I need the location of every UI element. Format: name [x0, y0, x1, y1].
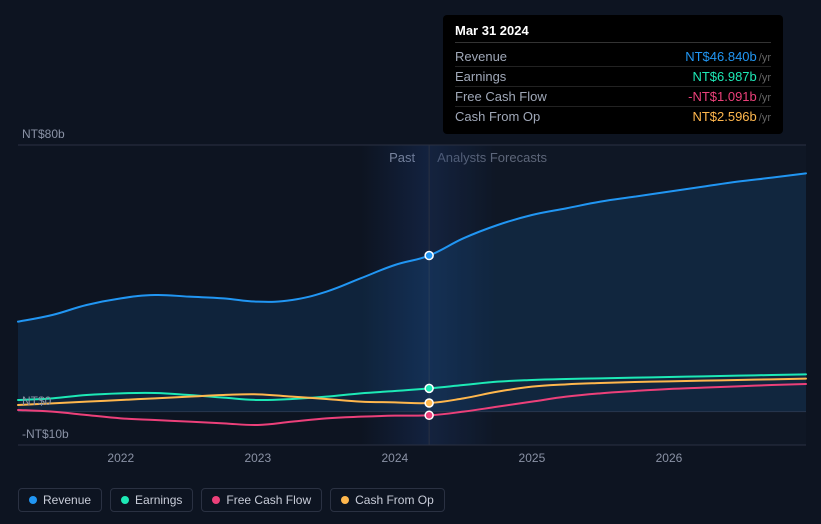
x-axis-tick-label: 2022	[107, 451, 134, 465]
x-axis-tick-label: 2024	[382, 451, 409, 465]
tooltip-metric-value: NT$2.596b	[692, 109, 756, 124]
x-axis-tick-label: 2025	[519, 451, 546, 465]
tooltip-date: Mar 31 2024	[455, 23, 771, 43]
financials-chart: Mar 31 2024 RevenueNT$46.840b/yrEarnings…	[0, 0, 821, 524]
legend-dot-icon	[121, 496, 129, 504]
tooltip-metric-label: Earnings	[455, 69, 506, 84]
legend-dot-icon	[341, 496, 349, 504]
marker-cfo[interactable]	[425, 399, 433, 407]
legend-label: Revenue	[43, 493, 91, 507]
legend-item-revenue[interactable]: Revenue	[18, 488, 102, 512]
legend-item-fcf[interactable]: Free Cash Flow	[201, 488, 322, 512]
marker-fcf[interactable]	[425, 411, 433, 419]
y-axis-tick-label: NT$0	[22, 394, 51, 408]
tooltip-metric-label: Free Cash Flow	[455, 89, 547, 104]
tooltip-metric-value: NT$46.840b	[685, 49, 757, 64]
chart-plot-area[interactable]	[18, 145, 806, 445]
tooltip-metric-label: Revenue	[455, 49, 507, 64]
legend-dot-icon	[212, 496, 220, 504]
tooltip-unit: /yr	[759, 112, 771, 124]
tooltip-row: Cash From Op NT$2.596b/yr	[455, 107, 771, 126]
tooltip-metric-value: NT$6.987b	[692, 69, 756, 84]
chart-legend: Revenue Earnings Free Cash Flow Cash From O…	[18, 488, 445, 512]
tooltip-metric-value: -NT$1.091b	[688, 89, 757, 104]
tooltip-unit: /yr	[759, 92, 771, 104]
tooltip-unit: /yr	[759, 72, 771, 84]
tooltip-unit: /yr	[759, 52, 771, 64]
tooltip-metric-label: Cash From Op	[455, 109, 540, 124]
x-axis-tick-label: 2026	[656, 451, 683, 465]
marker-earnings[interactable]	[425, 384, 433, 392]
legend-item-cfo[interactable]: Cash From Op	[330, 488, 445, 512]
marker-revenue[interactable]	[425, 252, 433, 260]
chart-tooltip: Mar 31 2024 RevenueNT$46.840b/yrEarnings…	[443, 15, 783, 134]
y-axis-tick-label: NT$80b	[22, 127, 65, 141]
legend-dot-icon	[29, 496, 37, 504]
x-axis-tick-label: 2023	[244, 451, 271, 465]
legend-label: Earnings	[135, 493, 182, 507]
legend-item-earnings[interactable]: Earnings	[110, 488, 193, 512]
legend-label: Cash From Op	[355, 493, 434, 507]
tooltip-row: Revenue NT$46.840b/yr	[455, 47, 771, 67]
legend-label: Free Cash Flow	[226, 493, 311, 507]
tooltip-row: Earnings NT$6.987b/yr	[455, 67, 771, 87]
tooltip-row: Free Cash Flow -NT$1.091b/yr	[455, 87, 771, 107]
y-axis-tick-label: -NT$10b	[22, 427, 69, 441]
